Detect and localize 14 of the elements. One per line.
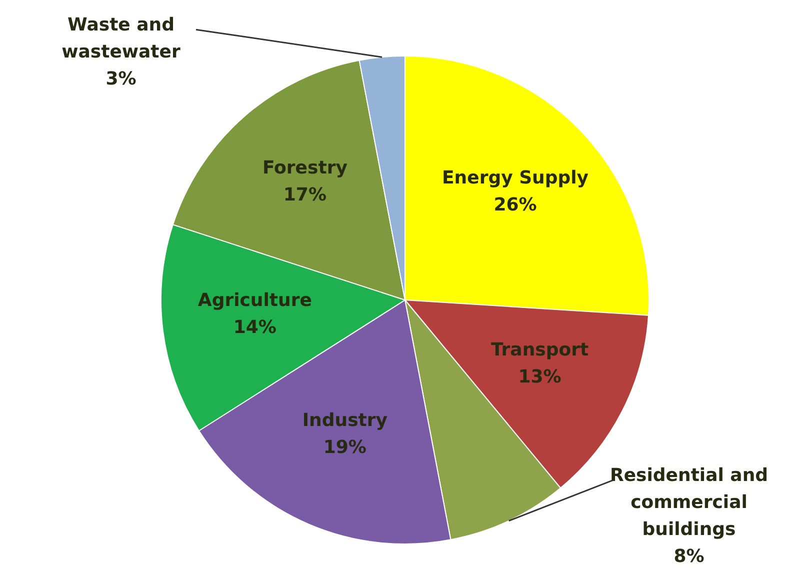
data-label: 8% xyxy=(674,546,704,567)
slice-label: Residential and commercial buildings xyxy=(610,464,768,540)
data-label: 17% xyxy=(283,184,327,206)
slice-label: Energy Supply xyxy=(442,167,589,188)
slice-label: Transport xyxy=(490,340,589,361)
slice-label: Industry xyxy=(302,410,388,431)
slice-label: Forestry xyxy=(262,158,348,179)
data-label: 14% xyxy=(233,316,276,338)
data-label: 13% xyxy=(518,366,562,388)
data-label: 26% xyxy=(494,194,537,216)
data-label: 19% xyxy=(323,436,366,458)
data-label: 3% xyxy=(106,68,136,90)
slice-label: Waste and wastewater xyxy=(62,14,180,63)
slice-label: Agriculture xyxy=(198,290,312,311)
